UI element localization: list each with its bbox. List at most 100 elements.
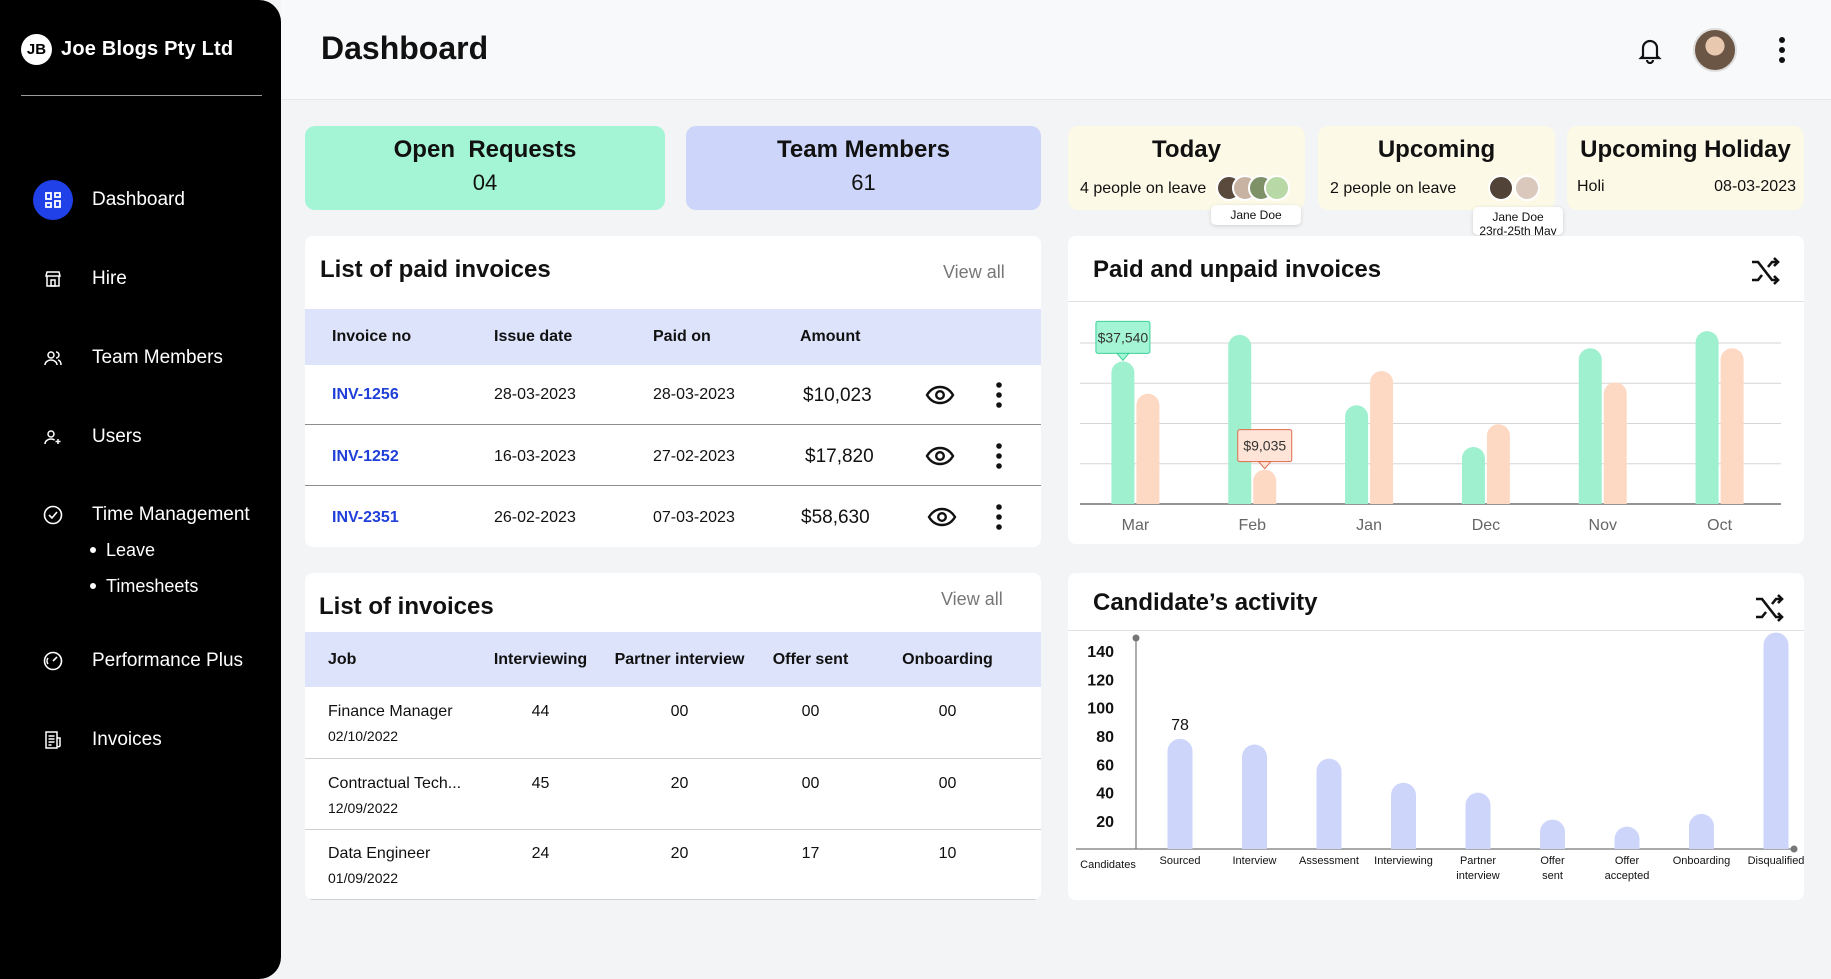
sidebar-item-label: Users bbox=[92, 426, 142, 447]
issue-date: 26-02-2023 bbox=[494, 509, 576, 526]
sidebar-item-performance-plus[interactable]: Performance Plus bbox=[33, 641, 243, 681]
y-tick-label: 100 bbox=[1087, 701, 1114, 718]
table-row[interactable]: Finance Manager 02/10/2022 44 00 00 00 bbox=[305, 687, 1041, 759]
sidebar-subitem-leave[interactable]: Leave bbox=[90, 532, 198, 568]
x-tick-label: Nov bbox=[1589, 517, 1617, 534]
interviewing-count: 45 bbox=[531, 775, 550, 792]
bar bbox=[1695, 331, 1719, 504]
paid-invoices-panel: List of paid invoices View all Invoice n… bbox=[305, 236, 1041, 547]
bar bbox=[1614, 826, 1640, 849]
team-members-value: 61 bbox=[851, 170, 876, 195]
person-avatar bbox=[1514, 175, 1540, 201]
column-header: Job bbox=[328, 651, 357, 668]
invoices-view-all-link[interactable]: View all bbox=[941, 589, 1003, 609]
top-header: Dashboard bbox=[281, 0, 1831, 100]
amount: $58,630 bbox=[801, 507, 870, 528]
table-row[interactable]: Contractual Tech... 12/09/2022 45 20 00 … bbox=[305, 760, 1041, 830]
today-tooltip: Jane Doe bbox=[1211, 205, 1301, 225]
more-vertical-icon[interactable] bbox=[1762, 30, 1802, 70]
y-tick-label: 20 bbox=[1096, 814, 1114, 831]
bar bbox=[1578, 348, 1602, 504]
upcoming-leave-count: 2 people on leave bbox=[1330, 180, 1457, 197]
sidebar-item-team-members[interactable]: Team Members bbox=[33, 338, 223, 378]
more-vertical-icon[interactable] bbox=[995, 442, 1003, 470]
bell-icon[interactable] bbox=[1630, 30, 1670, 70]
eye-icon[interactable] bbox=[925, 446, 955, 466]
sidebar-item-dashboard[interactable]: Dashboard bbox=[33, 180, 185, 220]
sidebar-item-hire[interactable]: Hire bbox=[33, 259, 127, 299]
bar bbox=[1167, 738, 1193, 849]
avatar[interactable] bbox=[1693, 28, 1737, 72]
gauge-icon bbox=[33, 641, 73, 681]
paid-invoices-view-all-link[interactable]: View all bbox=[943, 262, 1005, 282]
eye-icon[interactable] bbox=[925, 385, 955, 405]
column-header: Issue date bbox=[494, 328, 573, 345]
check-circle-icon bbox=[33, 495, 73, 535]
open-requests-card[interactable]: Open Requests 04 bbox=[305, 126, 665, 210]
open-requests-value: 04 bbox=[472, 170, 498, 195]
bar bbox=[1253, 469, 1277, 504]
candidate-activity-bar-chart: 140 120 100 80 60 40 20 Candidates Sourced Interv… bbox=[1076, 632, 1804, 882]
shuffle-icon[interactable] bbox=[1754, 593, 1786, 623]
sidebar-item-label: Invoices bbox=[92, 729, 162, 750]
tooltip-name: Jane Doe bbox=[1492, 210, 1544, 224]
sidebar-item-users[interactable]: Users bbox=[33, 417, 142, 457]
sidebar-item-label: Hire bbox=[92, 268, 127, 289]
offer-sent-count: 17 bbox=[801, 845, 820, 862]
x-tick-label: Offer bbox=[1540, 855, 1565, 867]
invoice-number-link[interactable]: INV-1256 bbox=[332, 386, 399, 403]
holiday-card[interactable]: Upcoming Holiday Holi 08-03-2023 bbox=[1567, 126, 1804, 210]
x-tick-label: Feb bbox=[1238, 517, 1266, 534]
sidebar-item-time-management[interactable]: Time Management bbox=[33, 495, 250, 535]
bar bbox=[1242, 744, 1267, 849]
y-tick-label: 80 bbox=[1096, 729, 1114, 746]
job-date: 01/09/2022 bbox=[328, 870, 399, 886]
x-tick-label: Dec bbox=[1472, 517, 1500, 534]
x-tick-label: Onboarding bbox=[1673, 855, 1731, 867]
axis-end-dot bbox=[1790, 845, 1798, 853]
eye-icon[interactable] bbox=[927, 507, 957, 527]
today-title: Today bbox=[1152, 136, 1221, 163]
bar bbox=[1540, 819, 1565, 849]
invoice-number-link[interactable]: INV-2351 bbox=[332, 509, 399, 526]
sidebar-divider bbox=[21, 95, 262, 96]
store-icon bbox=[33, 259, 73, 299]
more-vertical-icon[interactable] bbox=[995, 503, 1003, 531]
issue-date: 16-03-2023 bbox=[494, 448, 576, 465]
table-row[interactable]: INV-1252 16-03-2023 27-02-2023 $17,820 bbox=[305, 426, 1041, 486]
y-tick-label: 120 bbox=[1087, 672, 1114, 689]
page-title: Dashboard bbox=[321, 30, 489, 66]
bar bbox=[1763, 632, 1789, 849]
holiday-name: Holi bbox=[1577, 178, 1605, 195]
x-tick-label: Partner bbox=[1460, 855, 1496, 867]
upcoming-tooltip: Jane Doe 23rd-25th May bbox=[1473, 207, 1563, 235]
paid-invoices-title: List of paid invoices bbox=[320, 256, 551, 283]
paid-unpaid-chart-title: Paid and unpaid invoices bbox=[1093, 256, 1382, 283]
more-vertical-icon[interactable] bbox=[995, 381, 1003, 409]
table-row[interactable]: INV-1256 28-03-2023 28-03-2023 $10,023 bbox=[305, 365, 1041, 425]
bar bbox=[1136, 393, 1160, 504]
bar bbox=[1111, 361, 1135, 504]
column-header: Offer sent bbox=[772, 651, 849, 668]
onboarding-count: 00 bbox=[938, 703, 957, 720]
sidebar-subitem-timesheets[interactable]: Timesheets bbox=[90, 568, 198, 604]
onboarding-count: 00 bbox=[938, 775, 957, 792]
upcoming-leave-card[interactable]: Upcoming 2 people on leave bbox=[1318, 126, 1555, 210]
bar bbox=[1228, 334, 1252, 504]
sidebar-item-label: Time Management bbox=[92, 504, 250, 525]
brand[interactable]: JB Joe Blogs Pty Ltd bbox=[21, 34, 233, 65]
holiday-title: Upcoming Holiday bbox=[1580, 136, 1791, 163]
team-members-card[interactable]: Team Members 61 bbox=[686, 126, 1041, 210]
sidebar-item-invoices[interactable]: Invoices bbox=[33, 720, 162, 760]
y-tick-label: 140 bbox=[1087, 644, 1114, 661]
time-management-submenu: Leave Timesheets bbox=[90, 532, 198, 604]
bar bbox=[1720, 348, 1744, 504]
bar bbox=[1316, 758, 1342, 849]
invoice-number-link[interactable]: INV-1252 bbox=[332, 448, 399, 465]
table-row[interactable]: INV-2351 26-02-2023 07-03-2023 $58,630 bbox=[305, 487, 1041, 547]
today-leave-card[interactable]: Today 4 people on leave bbox=[1068, 126, 1305, 210]
shuffle-icon[interactable] bbox=[1750, 256, 1782, 286]
column-header: Paid on bbox=[653, 328, 711, 345]
amount: $17,820 bbox=[805, 446, 874, 467]
table-row[interactable]: Data Engineer 01/09/2022 24 20 17 10 bbox=[305, 831, 1041, 900]
